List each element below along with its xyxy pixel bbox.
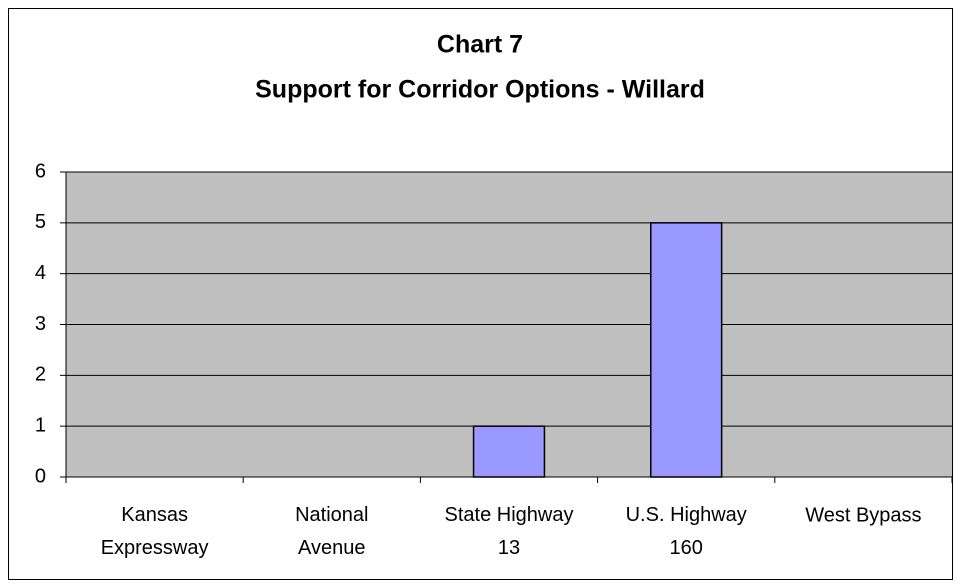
x-tick-label: West Bypass [805,504,921,526]
y-tick-label: 5 [35,211,46,233]
bar [472,425,546,478]
chart-title: Chart 7 [437,31,523,59]
x-tick-label: National Avenue [295,504,368,559]
chart-subtitle: Support for Corridor Options - Willard [255,76,705,104]
y-tick-label: 1 [35,414,46,436]
y-tick-label: 6 [35,160,46,182]
x-tick-label: State Highway 13 [445,504,574,559]
y-tick-label: 4 [35,262,46,284]
x-tick-label: U.S. Highway 160 [626,504,747,559]
y-tick-label: 2 [35,364,46,386]
x-tick-label: Kansas Expressway [101,504,209,559]
bar [650,222,723,478]
y-tick-label: 0 [35,465,46,487]
y-tick-label: 3 [35,313,46,335]
